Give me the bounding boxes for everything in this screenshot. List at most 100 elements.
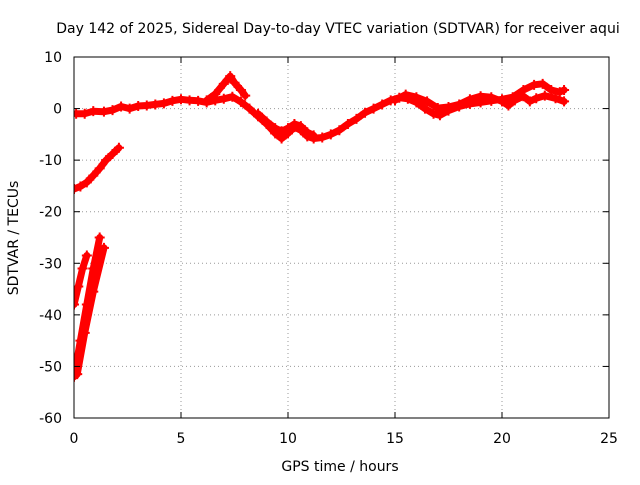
y-tick-label: -50 (39, 359, 62, 375)
data-point (422, 96, 433, 107)
data-point (98, 242, 109, 253)
data-point (539, 90, 550, 101)
y-tick-label: -10 (39, 153, 62, 169)
data-point (235, 96, 246, 107)
data-point (400, 89, 411, 100)
series-band-main-band (74, 80, 568, 142)
data-point (88, 286, 99, 297)
data-point (158, 98, 169, 109)
data-point (390, 95, 400, 106)
data-point (518, 91, 529, 102)
data-point (124, 103, 135, 114)
data-point (218, 78, 229, 89)
data-point (334, 125, 345, 136)
data-point (74, 281, 84, 292)
data-point (270, 123, 281, 134)
data-point (428, 108, 439, 119)
data-point (368, 103, 379, 114)
data-point (524, 96, 535, 107)
data-point (432, 103, 443, 114)
data-point (81, 250, 92, 261)
data-point (98, 106, 109, 117)
data-point (201, 95, 212, 106)
data-point (529, 79, 540, 90)
data-point (419, 103, 430, 114)
data-point (411, 92, 422, 103)
data-point (113, 142, 124, 153)
data-point (75, 181, 86, 192)
data-point (464, 94, 475, 105)
data-point (486, 92, 497, 103)
data-point (531, 93, 542, 104)
data-point (342, 119, 353, 130)
data-point (167, 95, 178, 106)
data-point (244, 103, 255, 114)
data-point (295, 121, 306, 132)
data-point (276, 126, 287, 137)
data-point (351, 113, 362, 124)
data-point (107, 105, 118, 116)
data-point (454, 99, 465, 110)
data-point (116, 101, 127, 112)
x-tick-label: 15 (386, 431, 404, 447)
x-tick-label: 20 (493, 431, 511, 447)
data-point (559, 85, 570, 96)
data-point (81, 177, 92, 188)
data-point (503, 100, 514, 111)
x-tick-label: 0 (70, 431, 79, 447)
data-point (559, 96, 570, 107)
data-point (325, 129, 336, 140)
data-point (283, 123, 293, 134)
x-tick-label: 25 (600, 431, 618, 447)
data-point (261, 116, 272, 127)
data-point (94, 163, 105, 174)
data-point (94, 232, 105, 243)
chart-title: Day 142 of 2025, Sidereal Day-to-day VTE… (56, 21, 619, 37)
data-point (253, 108, 264, 119)
data-point (509, 95, 520, 106)
data-point (227, 91, 238, 102)
y-tick-label: -30 (39, 256, 62, 272)
data-point (377, 99, 388, 110)
y-axis-label: SDTVAR / TECUs (6, 181, 22, 296)
data-point (133, 100, 144, 111)
data-point (550, 93, 561, 104)
data-point (74, 184, 79, 195)
data-point (475, 91, 486, 102)
data-point (210, 89, 221, 100)
y-tick-label: -60 (39, 411, 62, 427)
data-point (150, 99, 161, 110)
data-point (497, 96, 507, 107)
data-point (79, 108, 90, 119)
data-point (141, 100, 152, 111)
data-point (289, 119, 300, 130)
data-point (88, 106, 99, 117)
data-point (218, 93, 229, 104)
data-point (308, 130, 319, 141)
data-point (193, 95, 204, 106)
plot-frame (73, 56, 610, 419)
data-point (317, 132, 328, 143)
data-point (225, 71, 236, 82)
data-point (79, 327, 90, 338)
data-point (235, 85, 246, 96)
data-point (107, 148, 118, 159)
axis-ticks: 0 5 10 15 20 25 10 0 -10 -20 -30 -40 -50 -60 (39, 50, 618, 447)
x-axis-label: GPS time / hours (281, 459, 398, 475)
series-group (74, 71, 570, 382)
data-point (74, 299, 79, 310)
data-point (74, 108, 82, 119)
data-point (443, 102, 454, 113)
series-band-early-steep-a (74, 252, 91, 308)
x-tick-label: 10 (279, 431, 297, 447)
data-point (101, 155, 112, 166)
grid-lines (74, 57, 609, 418)
series-band-early-steep-c (74, 244, 108, 378)
data-series (74, 71, 570, 382)
data-point (546, 85, 557, 96)
data-point (240, 90, 251, 101)
y-tick-label: -40 (39, 308, 62, 324)
data-point (88, 170, 99, 181)
y-tick-label: 10 (44, 50, 62, 66)
